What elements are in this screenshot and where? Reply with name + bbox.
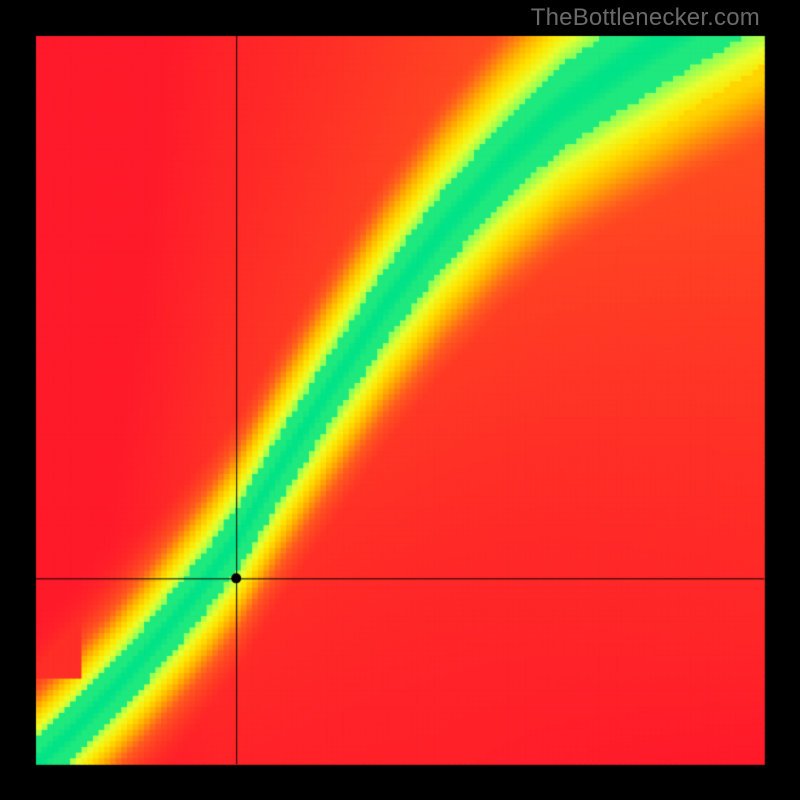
bottleneck-heatmap [0,0,800,800]
chart-container: { "watermark": { "text": "TheBottlenecke… [0,0,800,800]
watermark-label: TheBottlenecker.com [531,4,760,32]
